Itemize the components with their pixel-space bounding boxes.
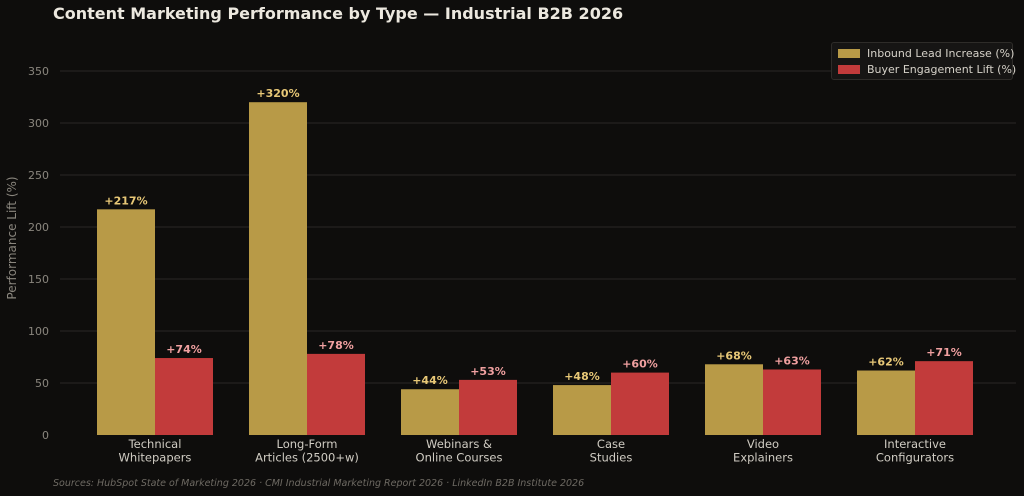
- chart-title: Content Marketing Performance by Type — …: [53, 4, 624, 23]
- bar-inbound: [401, 389, 459, 435]
- data-label-inbound: +217%: [104, 194, 147, 207]
- data-label-engagement: +74%: [166, 343, 202, 356]
- bars: [97, 102, 973, 435]
- x-tick-label: Case: [597, 437, 625, 451]
- y-tick-label: 50: [35, 377, 49, 390]
- data-labels: +217% +74% +320% +78% +44% +53% +48% +60% +68% +6…: [104, 87, 961, 387]
- bar-inbound: [705, 364, 763, 435]
- y-tick-label: 250: [28, 169, 49, 182]
- x-tick-label: Webinars &: [426, 437, 492, 451]
- x-tick-label: Video: [747, 437, 779, 451]
- x-tick-label: Long-Form: [277, 437, 338, 451]
- bar-engagement: [155, 358, 213, 435]
- x-tick-label: Online Courses: [416, 451, 503, 465]
- legend-label-engagement: Buyer Engagement Lift (%): [867, 62, 1017, 76]
- y-tick-label: 200: [28, 221, 49, 234]
- data-label-inbound: +320%: [256, 87, 299, 100]
- legend-swatch-engagement: [838, 64, 860, 74]
- legend-item-inbound: Inbound Lead Increase (%): [838, 46, 1014, 60]
- x-tick-label: Configurators: [876, 451, 954, 465]
- data-label-engagement: +60%: [622, 358, 658, 371]
- data-label-inbound: +68%: [716, 349, 752, 362]
- legend-label-inbound: Inbound Lead Increase (%): [867, 46, 1015, 60]
- x-tick-label: Whitepapers: [119, 451, 192, 465]
- data-label-inbound: +62%: [868, 356, 904, 369]
- x-tick-label: Technical: [128, 437, 182, 451]
- x-tick-label: Interactive: [884, 437, 946, 451]
- y-tick-label: 150: [28, 273, 49, 286]
- x-tick-label: Explainers: [733, 451, 793, 465]
- bar-engagement: [611, 372, 669, 435]
- y-axis-label: Performance Lift (%): [5, 176, 19, 299]
- bar-inbound: [97, 209, 155, 435]
- bar-inbound: [857, 370, 915, 435]
- y-axis: 0 50 100 150 200 250 300 350: [28, 65, 49, 442]
- legend-item-engagement: Buyer Engagement Lift (%): [838, 62, 1016, 76]
- y-tick-label: 100: [28, 325, 49, 338]
- bar-inbound: [249, 102, 307, 435]
- sources-footnote: Sources: HubSpot State of Marketing 2026…: [53, 478, 585, 489]
- y-tick-label: 300: [28, 117, 49, 130]
- x-tick-label: Studies: [590, 451, 633, 465]
- data-label-engagement: +78%: [318, 339, 354, 352]
- bar-engagement: [915, 361, 973, 435]
- y-tick-label: 350: [28, 65, 49, 78]
- data-label-engagement: +53%: [470, 365, 506, 378]
- data-label-inbound: +44%: [412, 374, 448, 387]
- legend: Inbound Lead Increase (%) Buyer Engageme…: [831, 42, 1016, 80]
- data-label-inbound: +48%: [564, 370, 600, 383]
- bar-engagement: [763, 369, 821, 435]
- grid-lines: [60, 70, 1016, 384]
- data-label-engagement: +71%: [926, 346, 962, 359]
- y-tick-label: 0: [42, 429, 49, 442]
- legend-swatch-inbound: [838, 48, 860, 58]
- x-tick-label: Articles (2500+w): [255, 451, 359, 465]
- bar-engagement: [459, 379, 517, 435]
- bar-inbound: [553, 385, 611, 435]
- data-label-engagement: +63%: [774, 354, 810, 367]
- bar-engagement: [307, 353, 365, 435]
